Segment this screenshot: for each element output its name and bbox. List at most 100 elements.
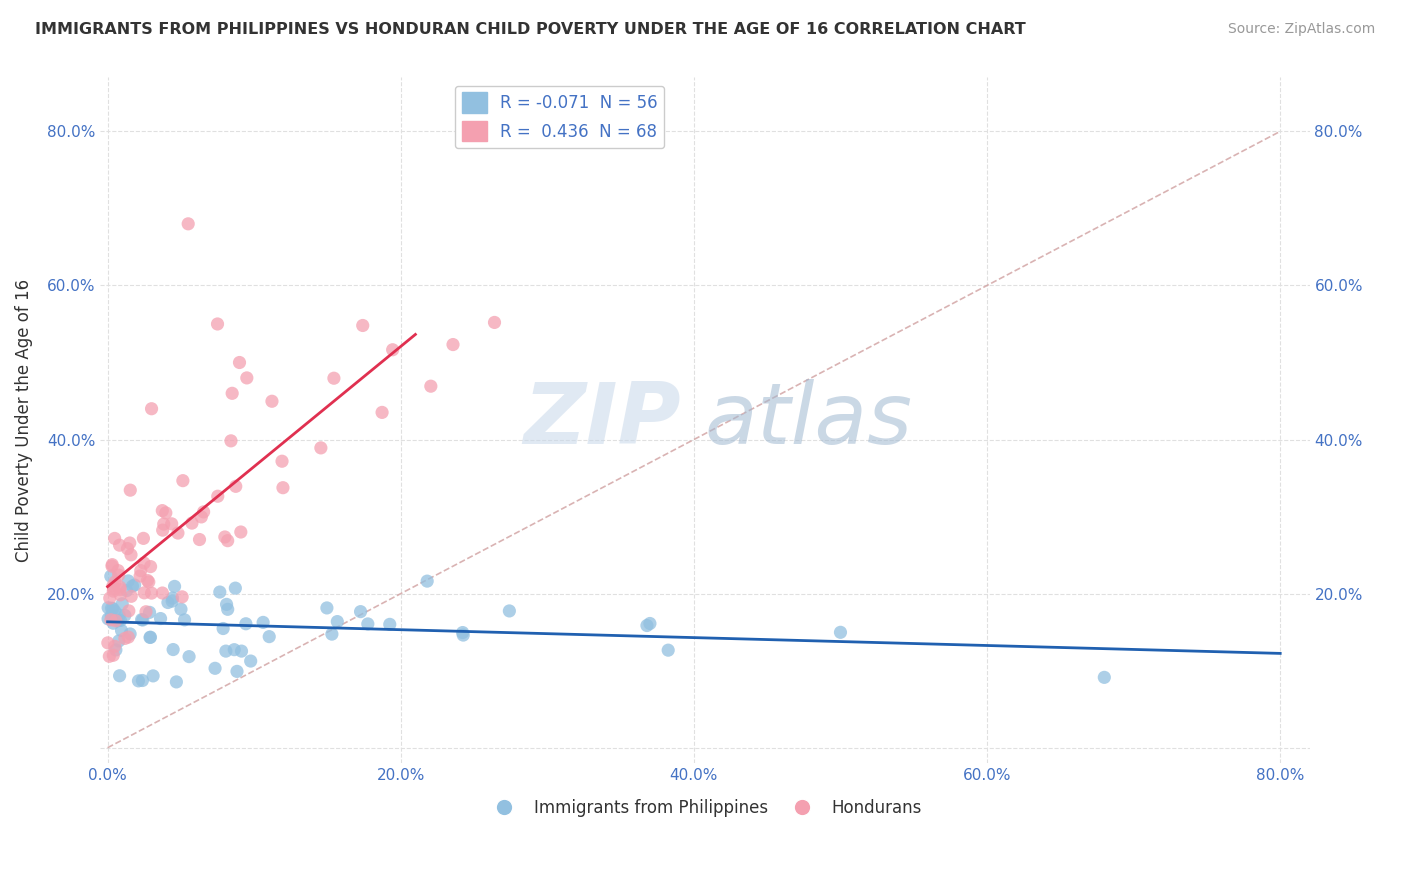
Point xyxy=(139,630,162,644)
Point xyxy=(225,479,247,493)
Point xyxy=(188,533,211,547)
Point xyxy=(152,586,174,600)
Point xyxy=(100,608,122,623)
Point xyxy=(498,604,520,618)
Text: IMMIGRANTS FROM PHILIPPINES VS HONDURAN CHILD POVERTY UNDER THE AGE OF 16 CORREL: IMMIGRANTS FROM PHILIPPINES VS HONDURAN … xyxy=(35,22,1026,37)
Point xyxy=(326,615,349,629)
Point xyxy=(451,628,474,642)
Point xyxy=(172,474,194,488)
Point xyxy=(101,559,124,574)
Point xyxy=(103,584,125,599)
Point xyxy=(224,642,246,657)
Point xyxy=(108,634,131,648)
Point xyxy=(98,649,121,664)
Point xyxy=(441,337,464,351)
Point xyxy=(235,616,257,631)
Point xyxy=(239,654,262,668)
Point xyxy=(416,574,439,588)
Point xyxy=(208,585,231,599)
Text: atlas: atlas xyxy=(704,379,912,462)
Point xyxy=(371,405,394,419)
Point xyxy=(138,574,160,589)
Point xyxy=(114,608,136,623)
Point xyxy=(120,548,142,562)
Point xyxy=(132,613,155,627)
Point xyxy=(381,343,404,357)
Point xyxy=(127,673,149,688)
Point xyxy=(160,594,183,608)
Point xyxy=(129,564,152,578)
Point xyxy=(638,616,661,631)
Point xyxy=(104,643,127,657)
Point xyxy=(97,636,120,650)
Point xyxy=(257,630,280,644)
Point xyxy=(484,315,506,329)
Point xyxy=(117,630,139,644)
Point xyxy=(101,601,124,615)
Point xyxy=(120,483,142,498)
Point xyxy=(271,481,294,495)
Point xyxy=(316,601,339,615)
Point xyxy=(110,588,132,602)
Point xyxy=(170,602,193,616)
Point xyxy=(215,598,238,612)
Point xyxy=(108,538,131,552)
Point xyxy=(118,536,141,550)
Point xyxy=(207,317,229,331)
Point xyxy=(134,586,156,600)
Point xyxy=(124,578,146,592)
Point xyxy=(108,580,131,594)
Point xyxy=(378,617,401,632)
Legend: Immigrants from Philippines, Hondurans: Immigrants from Philippines, Hondurans xyxy=(481,792,929,823)
Point xyxy=(221,386,243,401)
Text: ZIP: ZIP xyxy=(523,379,681,462)
Point xyxy=(141,586,163,600)
Point xyxy=(108,608,131,623)
Point xyxy=(349,605,371,619)
Point xyxy=(352,318,374,333)
Point xyxy=(121,579,143,593)
Point xyxy=(152,517,174,532)
Point xyxy=(1092,670,1115,684)
Point xyxy=(252,615,274,630)
Point xyxy=(162,591,184,605)
Point xyxy=(110,614,132,628)
Point xyxy=(260,394,283,409)
Point xyxy=(322,371,344,385)
Point xyxy=(181,516,204,530)
Point xyxy=(636,618,658,632)
Point xyxy=(309,441,332,455)
Point xyxy=(156,595,179,609)
Point xyxy=(114,632,136,646)
Point xyxy=(97,612,120,626)
Point xyxy=(160,516,183,531)
Point xyxy=(226,665,249,679)
Point xyxy=(104,640,127,654)
Point xyxy=(98,591,121,606)
Point xyxy=(236,371,259,385)
Point xyxy=(103,648,125,663)
Point xyxy=(231,644,253,658)
Point xyxy=(830,625,852,640)
Point xyxy=(118,604,141,618)
Point xyxy=(163,579,186,593)
Point xyxy=(107,564,129,578)
Point xyxy=(103,582,125,596)
Point xyxy=(139,559,162,574)
Point xyxy=(217,533,239,548)
Point xyxy=(228,355,250,369)
Point xyxy=(103,616,125,631)
Point xyxy=(104,575,127,590)
Point xyxy=(100,613,122,627)
Point xyxy=(657,643,679,657)
Point xyxy=(229,524,252,539)
Point xyxy=(162,642,184,657)
Point xyxy=(108,582,131,597)
Point xyxy=(419,379,441,393)
Point xyxy=(271,454,294,468)
Point xyxy=(131,673,153,688)
Point xyxy=(204,661,226,675)
Point xyxy=(150,503,173,517)
Point xyxy=(100,601,122,615)
Point xyxy=(155,506,177,520)
